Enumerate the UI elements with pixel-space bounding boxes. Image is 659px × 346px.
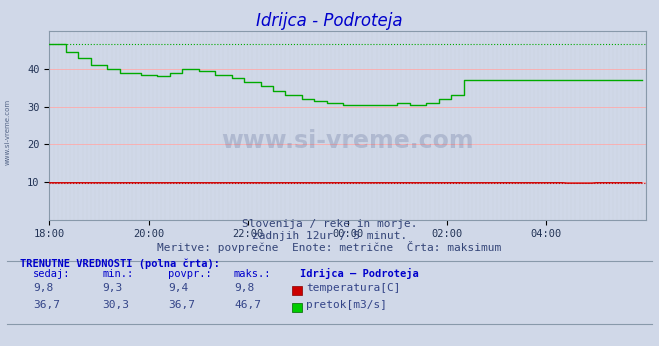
Text: TRENUTNE VREDNOSTI (polna črta):: TRENUTNE VREDNOSTI (polna črta): [20,258,219,269]
Text: 36,7: 36,7 [33,300,60,310]
Text: 9,3: 9,3 [102,283,123,293]
Text: zadnjih 12ur / 5 minut.: zadnjih 12ur / 5 minut. [252,231,407,241]
Text: maks.:: maks.: [234,270,272,280]
Text: 46,7: 46,7 [234,300,261,310]
Text: povpr.:: povpr.: [168,270,212,280]
Text: 9,8: 9,8 [33,283,53,293]
Text: 36,7: 36,7 [168,300,195,310]
Text: min.:: min.: [102,270,133,280]
Text: sedaj:: sedaj: [33,270,71,280]
Text: Idrijca - Podroteja: Idrijca - Podroteja [256,12,403,30]
Text: www.si-vreme.com: www.si-vreme.com [5,98,11,165]
Text: pretok[m3/s]: pretok[m3/s] [306,300,387,310]
Text: 9,8: 9,8 [234,283,254,293]
Text: www.si-vreme.com: www.si-vreme.com [221,128,474,153]
Text: Meritve: povprečne  Enote: metrične  Črta: maksimum: Meritve: povprečne Enote: metrične Črta:… [158,241,501,253]
Text: Slovenija / reke in morje.: Slovenija / reke in morje. [242,219,417,229]
Text: temperatura[C]: temperatura[C] [306,283,401,293]
Text: 9,4: 9,4 [168,283,188,293]
Text: 30,3: 30,3 [102,300,129,310]
Text: Idrijca – Podroteja: Idrijca – Podroteja [300,268,418,280]
